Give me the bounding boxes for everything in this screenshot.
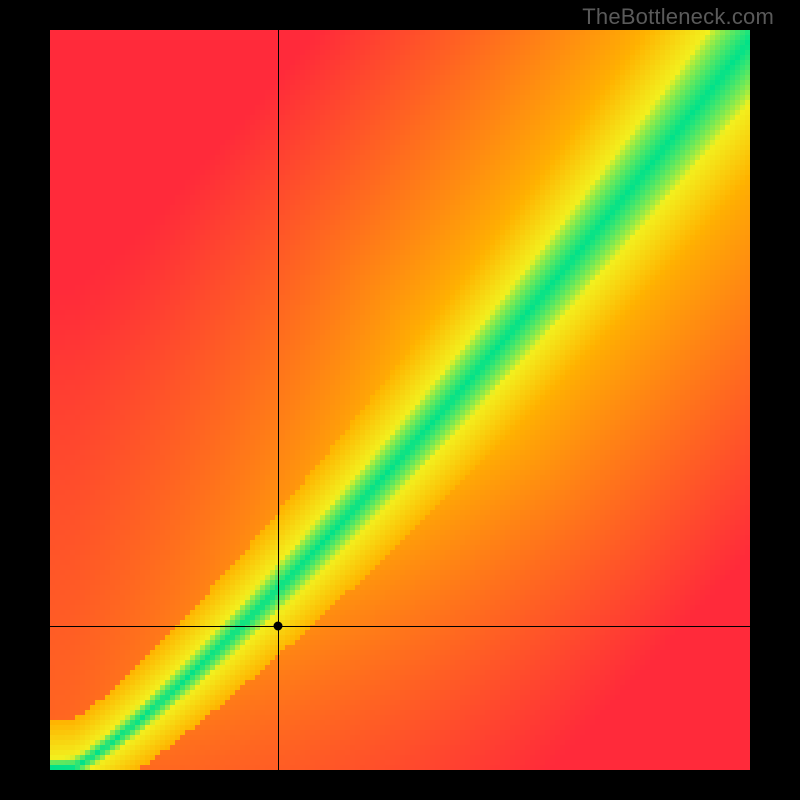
- crosshair-horizontal: [50, 626, 750, 627]
- heatmap-canvas: [50, 30, 750, 770]
- marker-dot: [273, 621, 282, 630]
- watermark-text: TheBottleneck.com: [582, 4, 774, 30]
- crosshair-vertical: [278, 30, 279, 770]
- heatmap-plot: [50, 30, 750, 770]
